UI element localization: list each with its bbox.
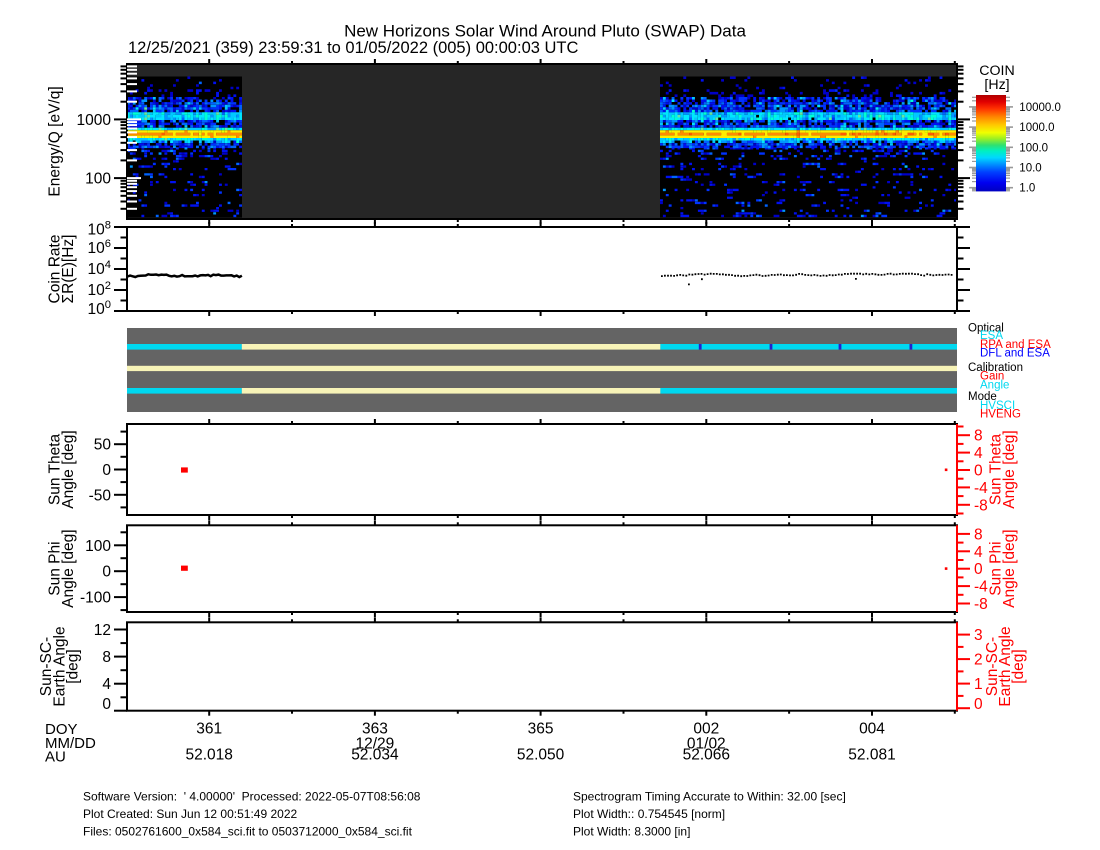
svg-text:50: 50 [94,437,112,454]
svg-text:8: 8 [974,526,983,543]
svg-text:[deg]: [deg] [65,649,82,683]
svg-text:0: 0 [102,564,111,581]
svg-text:100: 100 [85,171,111,188]
svg-text:Plot Width:: 0.754545 [norm]: Plot Width:: 0.754545 [norm] [573,807,725,821]
svg-text:ΣR(E)[Hz]: ΣR(E)[Hz] [60,235,77,304]
svg-text:4: 4 [974,544,983,561]
svg-text:New Horizons Solar Wind Around: New Horizons Solar Wind Around Pluto (SW… [344,22,746,41]
svg-text:[Hz]: [Hz] [984,77,1009,93]
svg-text:52.034: 52.034 [351,747,399,764]
svg-text:Optical: Optical [968,323,1004,335]
svg-text:ESA: ESA [980,330,1003,342]
svg-text:361: 361 [196,721,222,738]
svg-text:Sun-SC-: Sun-SC- [38,637,55,696]
svg-text:100.0: 100.0 [1019,142,1048,154]
svg-text:52.081: 52.081 [848,747,895,764]
svg-text:Earth Angle: Earth Angle [997,626,1014,706]
svg-text:Sun Theta: Sun Theta [47,434,64,506]
svg-text:HVENG: HVENG [980,409,1021,421]
svg-text:52.050: 52.050 [517,747,565,764]
svg-text:1000: 1000 [77,112,112,129]
svg-text:0: 0 [974,696,983,713]
svg-text:Angle [deg]: Angle [deg] [1001,529,1018,607]
svg-text:Earth Angle: Earth Angle [52,626,69,706]
svg-text:Plot Width: 8.3000 [in]: Plot Width: 8.3000 [in] [573,825,690,839]
svg-text:002: 002 [693,721,719,738]
svg-text:8: 8 [974,428,983,445]
svg-text:12/29: 12/29 [356,736,395,753]
svg-text:[deg]: [deg] [1010,649,1027,683]
svg-text:0: 0 [974,463,983,480]
svg-text:Calibration: Calibration [968,362,1023,374]
svg-text:DOY: DOY [45,721,78,738]
svg-text:100: 100 [85,538,111,555]
svg-text:Sun Phi: Sun Phi [47,541,64,595]
svg-text:Coin Rate: Coin Rate [47,235,64,304]
svg-text:10000.0: 10000.0 [1019,102,1061,114]
svg-text:1000.0: 1000.0 [1019,122,1054,134]
svg-text:Angle [deg]: Angle [deg] [60,529,77,607]
svg-text:Angle [deg]: Angle [deg] [1001,430,1018,508]
svg-text:1.0: 1.0 [1019,183,1035,195]
svg-text:Energy/Q [eV/q]: Energy/Q [eV/q] [47,86,64,196]
svg-text:Sun Theta: Sun Theta [988,434,1005,506]
svg-text:RPA and ESA: RPA and ESA [980,339,1051,351]
svg-text:52.066: 52.066 [683,747,730,764]
svg-text:-4: -4 [974,579,988,596]
svg-text:52.018: 52.018 [185,747,232,764]
svg-text:Gain: Gain [980,371,1004,383]
svg-text:2: 2 [974,652,983,669]
svg-text:Sun Phi: Sun Phi [988,541,1005,595]
svg-text:8: 8 [102,649,111,666]
svg-text:Angle: Angle [980,380,1009,392]
svg-text:MM/DD: MM/DD [45,735,96,752]
svg-text:12: 12 [94,622,111,639]
svg-text:DFL and ESA: DFL and ESA [980,348,1050,360]
svg-text:-4: -4 [974,480,988,497]
svg-text:Files: 0502761600_0x584_sci.fi: Files: 0502761600_0x584_sci.fit to 05037… [83,825,413,839]
svg-text:004: 004 [859,721,885,738]
svg-text:365: 365 [528,721,554,738]
svg-text:Sun-SC-: Sun-SC- [984,637,1001,696]
svg-text:Angle [deg]: Angle [deg] [60,430,77,508]
svg-text:10.0: 10.0 [1019,163,1041,175]
svg-text:1: 1 [974,676,983,693]
svg-text:Plot Created: Sun Jun 12 00:51: Plot Created: Sun Jun 12 00:51:49 2022 [83,807,297,821]
svg-text:3: 3 [974,627,983,644]
svg-text:4: 4 [102,676,111,693]
svg-text:Mode: Mode [968,391,997,403]
svg-text:HVSCI: HVSCI [980,400,1015,412]
svg-text:0: 0 [102,696,111,713]
svg-text:0: 0 [974,561,983,578]
svg-text:01/02: 01/02 [687,736,726,753]
svg-text:-50: -50 [89,487,112,504]
svg-text:363: 363 [362,721,388,738]
svg-text:0: 0 [102,462,111,479]
svg-text:-8: -8 [974,596,988,613]
svg-text:Spectrogram Timing Accurate to: Spectrogram Timing Accurate to Within: 3… [573,790,846,804]
svg-text:-100: -100 [80,590,111,607]
svg-text:COIN: COIN [979,63,1014,79]
svg-text:AU: AU [45,749,66,766]
svg-text:Software Version: ' 4.00000': Software Version: ' 4.00000' Processed: … [83,790,421,804]
svg-text:-8: -8 [974,497,988,514]
svg-text:12/25/2021 (359) 23:59:31 to 0: 12/25/2021 (359) 23:59:31 to 01/05/2022 … [128,39,578,57]
svg-text:4: 4 [974,445,983,462]
